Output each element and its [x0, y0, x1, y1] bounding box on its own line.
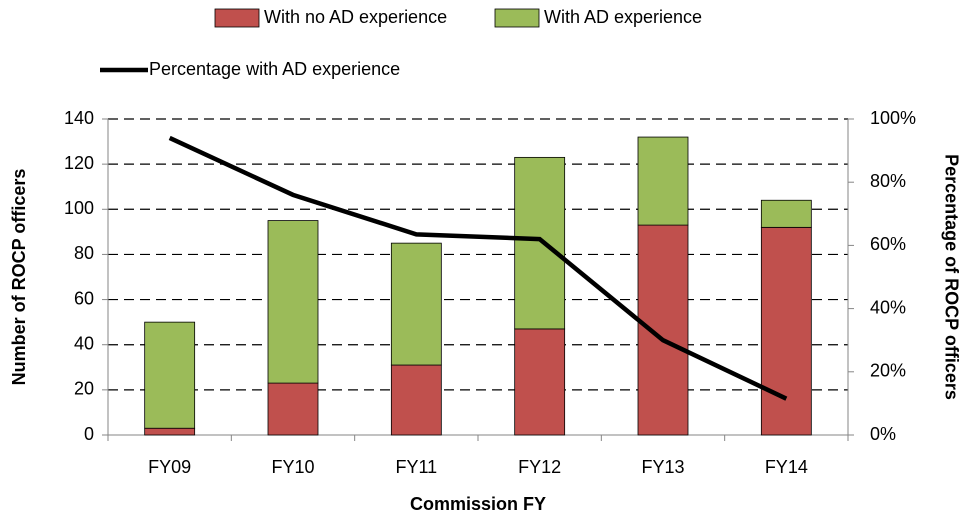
y-tick-label: 60: [74, 288, 94, 308]
x-tick-label: FY14: [765, 457, 808, 477]
y2-tick-label: 20%: [870, 361, 906, 381]
y2-tick-label: 100%: [870, 108, 916, 128]
bar: [144, 427, 196, 436]
legend-swatch: [494, 8, 540, 28]
legend-swatch: [214, 8, 260, 28]
line: [168, 135, 788, 401]
x-tick-label: FY12: [518, 457, 561, 477]
y-tick-label: 20: [74, 379, 94, 399]
x-tick-label: FY11: [395, 457, 437, 477]
legend-label: With AD experience: [544, 7, 702, 27]
y-tick-label: 140: [64, 108, 94, 128]
bar: [760, 199, 812, 228]
y-tick-label: 120: [64, 153, 94, 173]
y-tick-label: 40: [74, 333, 94, 353]
x-axis-title: Commission FY: [410, 494, 546, 514]
y2-tick-label: 0%: [870, 424, 896, 444]
bar: [390, 364, 442, 436]
bar: [760, 226, 812, 436]
legend-label: With no AD experience: [264, 7, 447, 27]
y-tick-label: 0: [84, 424, 94, 444]
y2-tick-label: 40%: [870, 297, 906, 317]
y2-axis-title: Percentage of ROCP officers: [941, 154, 961, 400]
x-tick-label: FY10: [271, 457, 314, 477]
y-axis-title: Number of ROCP officers: [9, 169, 29, 386]
bar: [514, 328, 566, 436]
bar: [267, 382, 319, 436]
bar: [144, 321, 196, 429]
y-tick-label: 80: [74, 243, 94, 263]
x-tick-label: FY13: [641, 457, 684, 477]
x-tick-label: FY09: [148, 457, 191, 477]
bar: [637, 224, 689, 436]
bar: [637, 136, 689, 226]
bar: [514, 156, 566, 330]
y-tick-label: 100: [64, 198, 94, 218]
y2-tick-label: 60%: [870, 234, 906, 254]
bar: [267, 220, 319, 384]
bar: [390, 242, 442, 366]
legend-label: Percentage with AD experience: [149, 59, 400, 79]
y2-tick-label: 80%: [870, 171, 906, 191]
